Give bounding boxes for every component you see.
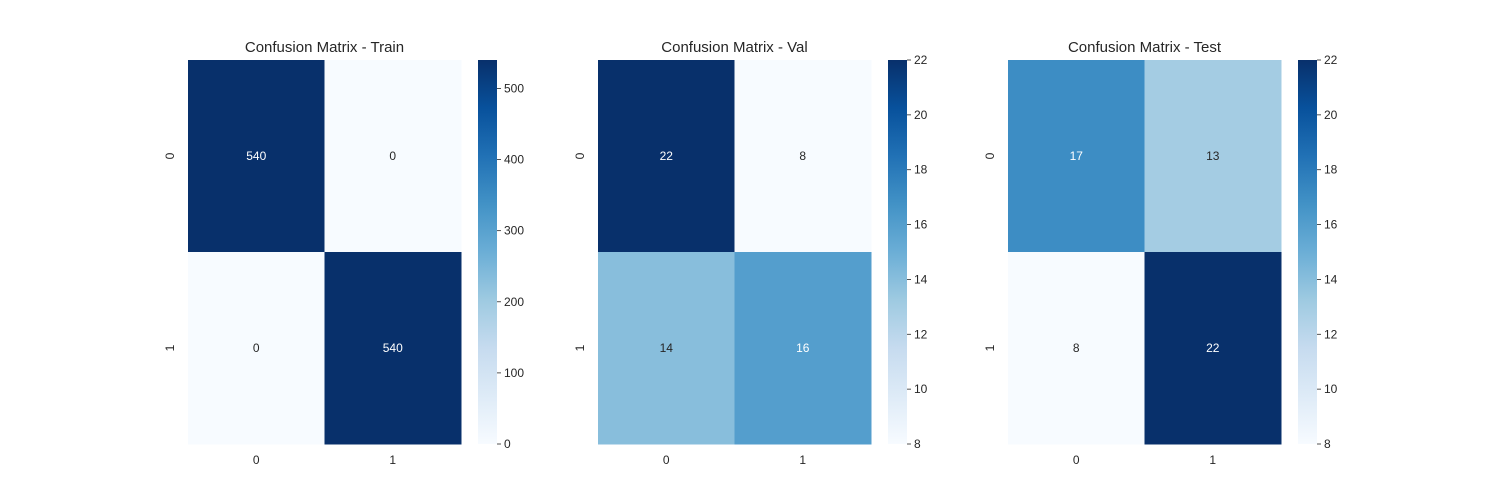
panel-1-colorbar-tick-label: 100 (504, 366, 524, 380)
panel-2-cell-r1-c1 (734, 252, 872, 445)
panel-3-cell-r1-c1 (1144, 252, 1282, 445)
panel-3-x-tick-label: 1 (1209, 453, 1216, 467)
panel-3-cell-label-r0-c0: 17 (1070, 149, 1084, 163)
panel-1-cell-r1-c1 (324, 252, 462, 445)
panel-2-cell-label-r0-c1: 8 (799, 149, 806, 163)
panel-3-colorbar-tick-label: 8 (1324, 437, 1331, 451)
panel-3-colorbar-tick-label: 22 (1324, 53, 1338, 67)
panel-2-cell-label-r1-c0: 14 (660, 341, 674, 355)
panel-3-cell-label-r0-c1: 13 (1206, 149, 1220, 163)
panel-1-colorbar-tick-label: 200 (504, 295, 524, 309)
panel-1-cell-label-r1-c1: 540 (383, 341, 403, 355)
panel-3-cell-label-r1-c1: 22 (1206, 341, 1220, 355)
panel-2-x-tick-label: 0 (663, 453, 670, 467)
panel-2-colorbar-tick-label: 12 (914, 327, 928, 341)
panel-3-x-tick-label: 0 (1073, 453, 1080, 467)
panel-3-cell-r0-c0 (1008, 60, 1145, 253)
panel-2-y-tick-label: 1 (573, 344, 587, 351)
panel-3-colorbar-tick-label: 16 (1324, 218, 1338, 232)
panel-3-colorbar-tick-label: 10 (1324, 382, 1338, 396)
panel-1-cell-r0-c1 (324, 60, 462, 253)
panel-1-cell-label-r0-c1: 0 (389, 149, 396, 163)
panel-3-title: Confusion Matrix - Test (1068, 39, 1222, 56)
panel-2-cell-label-r1-c1: 16 (796, 341, 810, 355)
panel-1-colorbar-tick-label: 0 (504, 437, 511, 451)
panel-1-y-tick-label: 1 (163, 344, 177, 351)
panel-2-cell-r0-c0 (598, 60, 735, 253)
panel-3-cell-r0-c1 (1144, 60, 1282, 253)
panel-2-colorbar-tick-label: 10 (914, 382, 928, 396)
panel-2-colorbar-tick-label: 16 (914, 218, 928, 232)
panel-2-colorbar-tick-label: 22 (914, 53, 928, 67)
panel-2-colorbar-tick-label: 14 (914, 272, 928, 286)
panel-3-colorbar (1298, 60, 1317, 444)
panel-1-colorbar-tick-label: 500 (504, 81, 524, 95)
panel-1-y-tick-label: 0 (163, 152, 177, 159)
panel-1-cell-label-r1-c0: 0 (253, 341, 260, 355)
panel-2-x-tick-label: 1 (799, 453, 806, 467)
panel-1-x-tick-label: 1 (389, 453, 396, 467)
panel-2-colorbar-tick-label: 8 (914, 437, 921, 451)
panel-2-y-tick-label: 0 (573, 152, 587, 159)
panel-1-cell-r0-c0 (188, 60, 325, 253)
panel-3-colorbar-tick-label: 12 (1324, 327, 1338, 341)
panel-2-cell-r0-c1 (734, 60, 872, 253)
panel-1-colorbar-tick-label: 400 (504, 153, 524, 167)
panel-3-y-tick-label: 0 (983, 152, 997, 159)
panel-3-cell-label-r1-c0: 8 (1073, 341, 1080, 355)
panel-1-cell-label-r0-c0: 540 (246, 149, 266, 163)
panel-1-x-tick-label: 0 (253, 453, 260, 467)
panel-2-colorbar (888, 60, 907, 444)
panel-3-y-tick-label: 1 (983, 344, 997, 351)
panel-2-cell-label-r0-c0: 22 (660, 149, 674, 163)
panel-3-colorbar-tick-label: 14 (1324, 272, 1338, 286)
panel-2-colorbar-tick-label: 18 (914, 163, 928, 177)
panel-3-colorbar-tick-label: 18 (1324, 163, 1338, 177)
panel-3-colorbar-tick-label: 20 (1324, 108, 1338, 122)
panel-3-cell-r1-c0 (1008, 252, 1145, 445)
panel-1-title: Confusion Matrix - Train (245, 39, 404, 56)
panel-2-title: Confusion Matrix - Val (661, 39, 807, 56)
panel-2-colorbar-tick-label: 20 (914, 108, 928, 122)
panel-2-cell-r1-c0 (598, 252, 735, 445)
panel-1-cell-r1-c0 (188, 252, 325, 445)
panel-1-colorbar (478, 60, 497, 444)
panel-1-colorbar-tick-label: 300 (504, 224, 524, 238)
